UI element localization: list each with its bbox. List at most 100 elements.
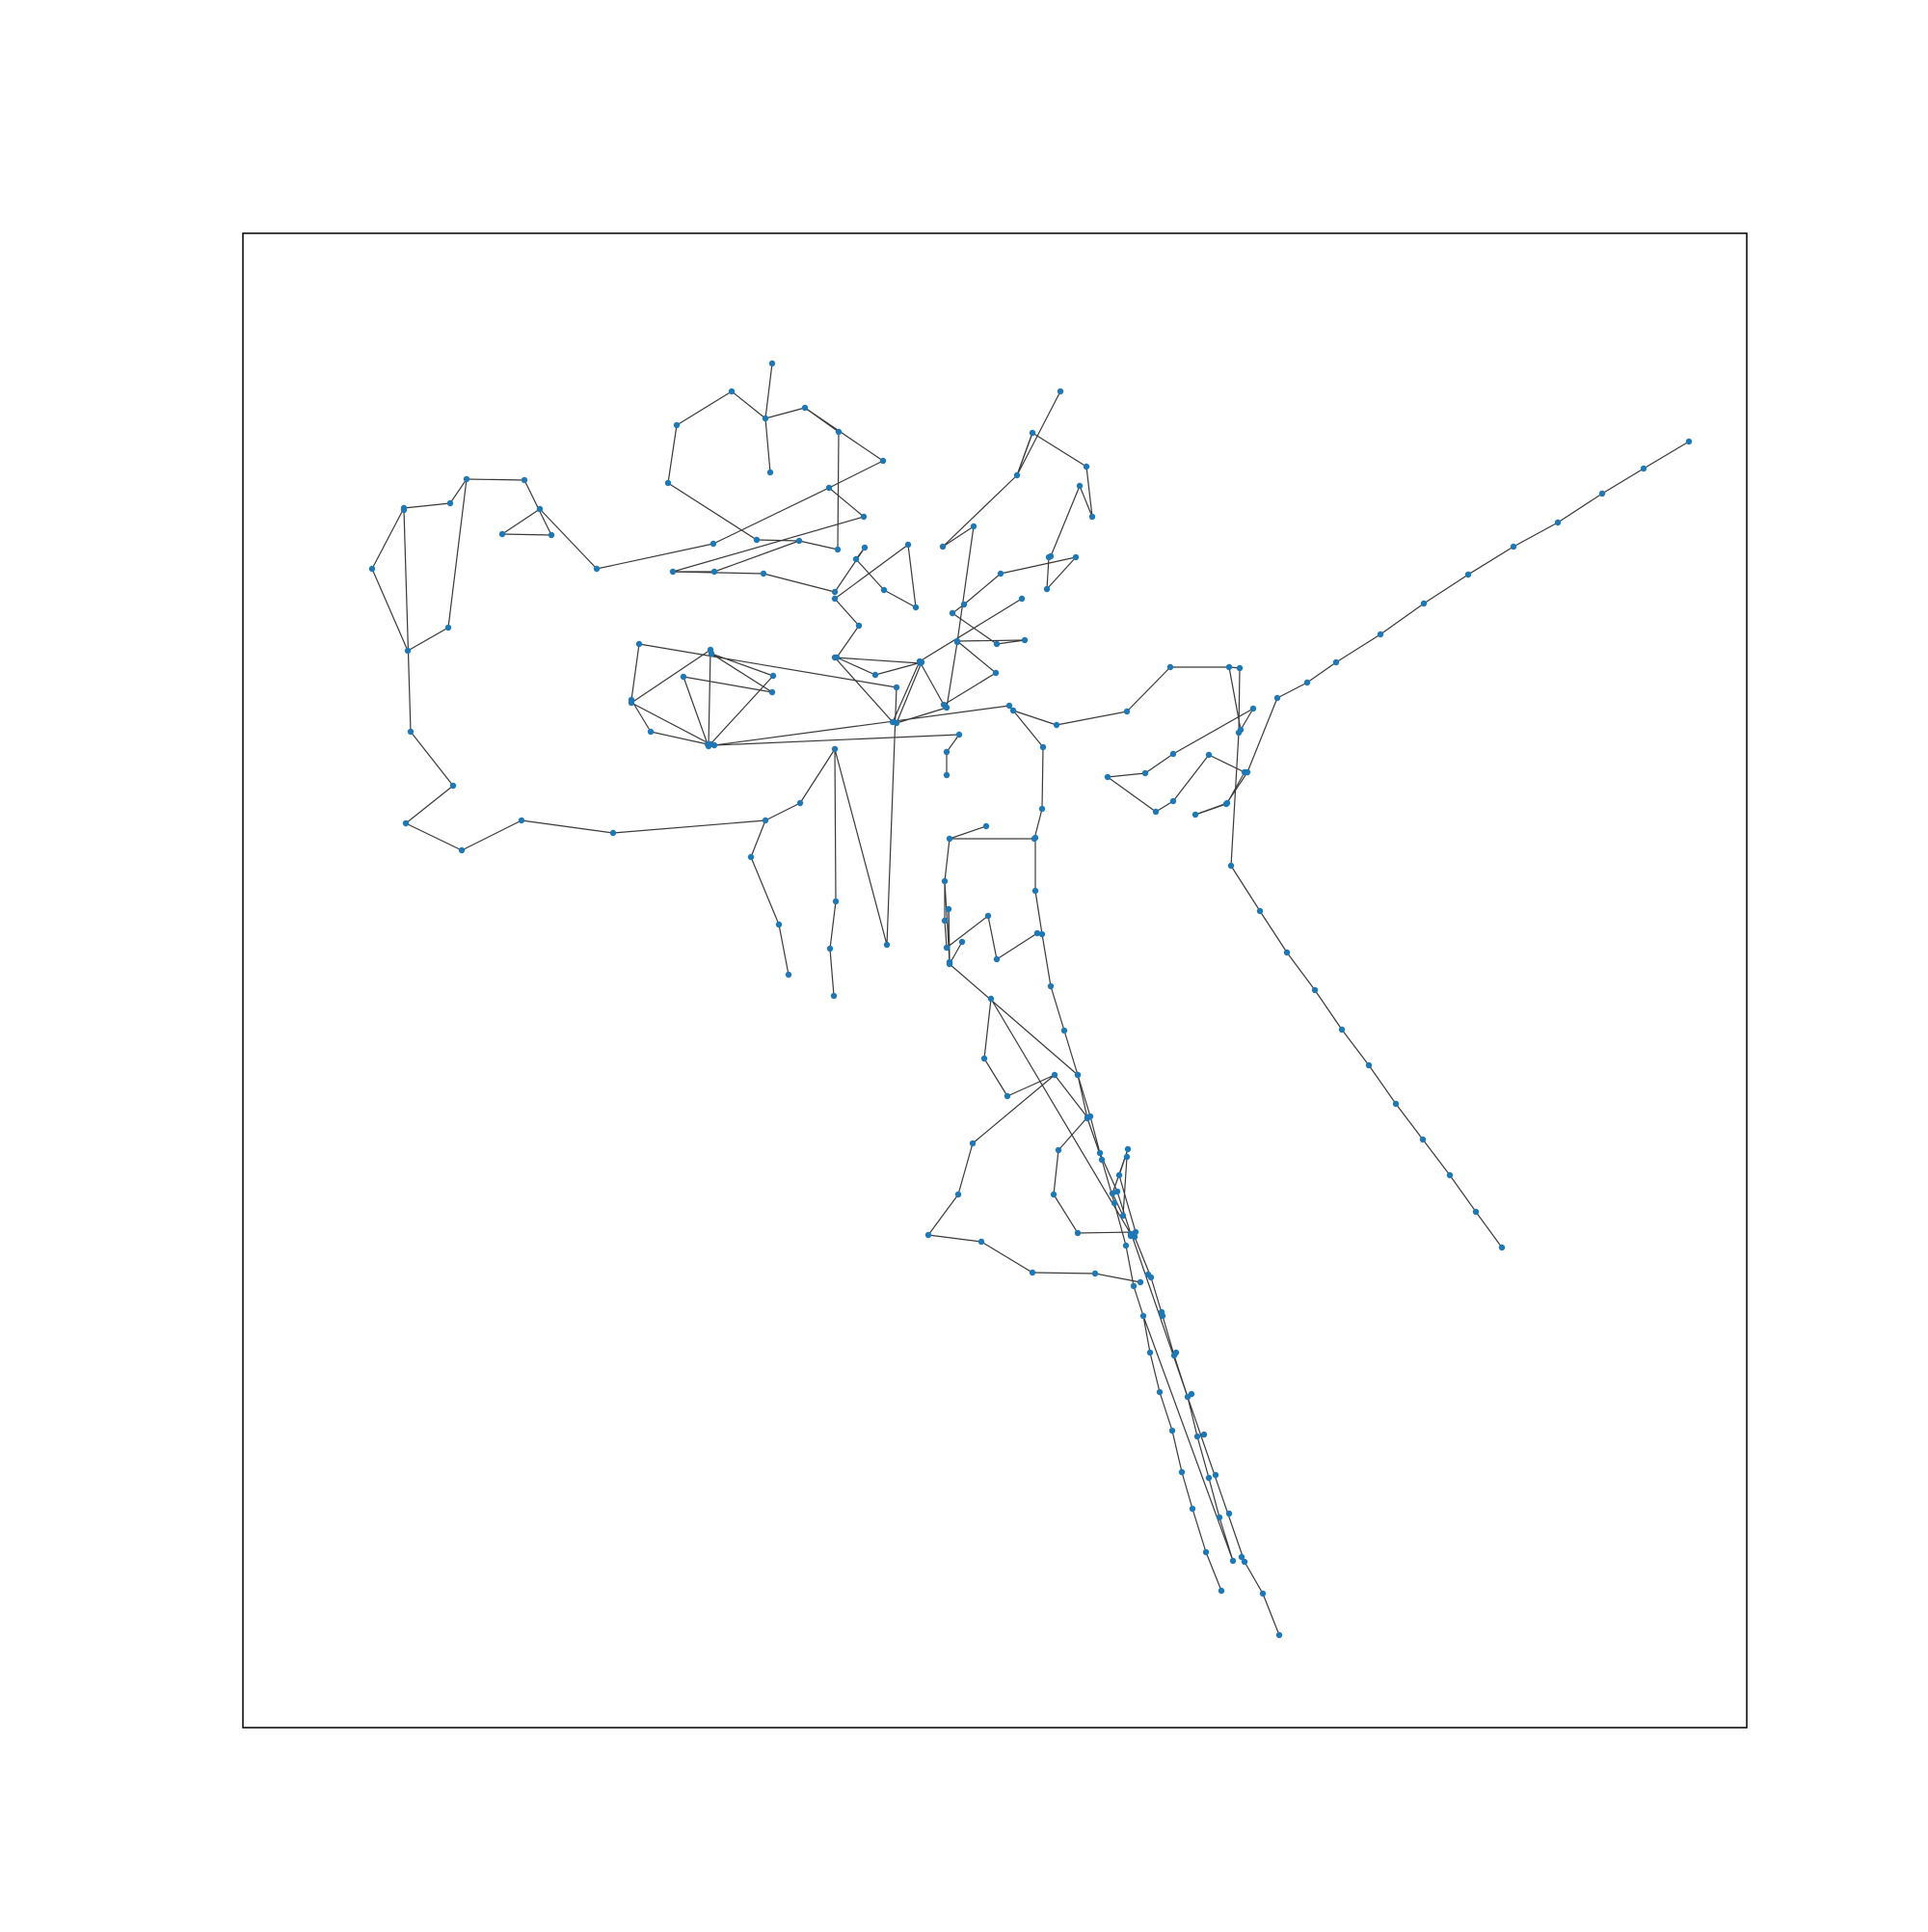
graph-node [1218,1587,1225,1595]
graph-edge [1053,1149,1059,1195]
graph-node [498,530,506,538]
graph-edge [987,915,998,960]
graph-edge [764,362,773,419]
graph-edge [763,573,836,593]
graph-edge [1053,1194,1079,1234]
graph-node [993,640,1001,648]
graph-node [775,921,783,928]
graph-node [747,853,755,861]
graph-node [548,531,555,539]
graph-edge [447,478,468,629]
graph-node [1018,595,1026,603]
graph-node [1419,1136,1427,1143]
graph-node [997,570,1004,577]
graph-node [710,741,718,749]
graph-node [1446,1171,1454,1179]
graph-edge [1050,985,1065,1032]
graph-node [943,771,951,779]
graph-edge [942,525,975,548]
graph-edge [708,649,711,747]
graph-edge [713,705,1010,746]
graph-edge [874,661,923,676]
graph-node [1188,1390,1195,1398]
graph-node [1123,1153,1131,1161]
graph-node [992,669,1000,677]
graph-edge [927,1194,959,1236]
graph-node [946,960,953,968]
graph-edge [1000,556,1077,575]
axes-frame [242,232,1748,1729]
graph-node [1236,664,1244,672]
graph-node [1043,585,1051,593]
graph-node [831,595,839,603]
graph-edge [836,625,860,658]
graph-node [835,428,843,436]
graph-edge [1208,754,1245,773]
graph-node [1377,631,1384,638]
graph-edge [990,998,1132,1235]
graph-node [1598,490,1606,497]
graph-node [1072,553,1080,561]
graph-edge [1144,753,1174,774]
graph-edge [1171,1430,1183,1473]
graph-node [1202,1548,1210,1556]
graph-node [680,673,687,681]
graph-edge [1276,682,1308,699]
graph-edge [1012,710,1058,726]
graph-edge [836,657,876,676]
graph-node [458,846,466,854]
graph-edge [1341,1029,1370,1066]
graph-edge [942,474,1018,548]
graph-node [766,469,774,476]
graph-node [1038,930,1046,938]
graph-edge [919,598,1023,662]
graph-edge [1314,989,1343,1031]
graph-edge [1107,772,1146,778]
graph-node [1152,808,1160,816]
graph-node [1055,1146,1062,1154]
graph-edge [1643,441,1690,470]
graph-edge [1286,952,1316,991]
graph-edge [892,660,921,723]
graph-node [949,609,956,617]
graph-node [1033,929,1041,937]
graph-edge [1218,1516,1234,1562]
graph-edge [1467,546,1514,576]
graph-node [669,568,677,576]
graph-node [1193,1433,1201,1440]
graph-node [924,1231,932,1239]
graph-node [1166,663,1174,671]
graph-node [1169,797,1177,805]
graph-edge [1159,1391,1173,1432]
graph-node [1158,1308,1165,1316]
graph-edge [1205,1551,1222,1592]
graph-edge [896,707,948,724]
graph-node [1256,907,1264,915]
graph-edge [371,568,409,652]
graph-edge [683,676,773,693]
graph-node [993,955,1001,963]
graph-edge [956,640,997,674]
graph-node [768,360,776,367]
graph-edge [501,533,552,536]
graph-node [1275,1631,1283,1639]
graph-node [796,799,804,807]
graph-node [946,835,953,843]
graph-edge [1046,556,1077,590]
graph-edge [1194,803,1227,816]
graph-node [1004,1092,1011,1100]
graph-node [728,388,736,395]
graph-edge [828,487,865,518]
graph-edge [667,424,678,484]
graph-edge [907,544,917,608]
graph-node [1338,1026,1346,1033]
graph-edge [996,932,1038,960]
graph-node [1225,1510,1233,1517]
graph-node [1273,694,1281,702]
graph-edge [980,1241,1033,1274]
graph-edge [1172,708,1254,755]
graph-node [852,555,860,563]
graph-node [402,819,410,827]
graph-edge [946,641,958,709]
